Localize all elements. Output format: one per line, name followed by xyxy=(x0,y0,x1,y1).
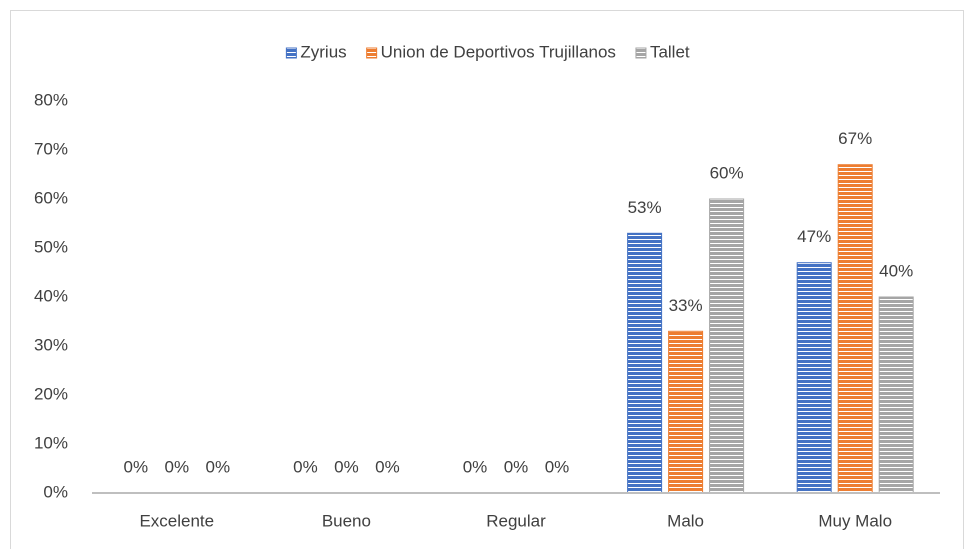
x-tick-label: Regular xyxy=(486,511,546,530)
bar xyxy=(627,232,663,494)
y-tick-label: 10% xyxy=(34,433,68,452)
data-label: 33% xyxy=(669,296,703,315)
y-tick-label: 30% xyxy=(34,335,68,354)
y-tick-label: 50% xyxy=(34,237,68,256)
data-label: 0% xyxy=(293,457,318,476)
data-label: 0% xyxy=(206,457,231,476)
legend-item: Zyrius xyxy=(285,42,347,61)
data-label: 0% xyxy=(124,457,149,476)
data-label: 0% xyxy=(463,457,488,476)
x-tick-label: Excelente xyxy=(139,511,214,530)
legend-swatch xyxy=(285,47,297,59)
x-tick-label: Muy Malo xyxy=(818,511,892,530)
legend-label: Tallet xyxy=(650,42,690,61)
legend-item: Union de Deportivos Trujillanos xyxy=(366,42,616,61)
data-label: 0% xyxy=(375,457,400,476)
data-label: 53% xyxy=(628,198,662,217)
x-tick-label: Bueno xyxy=(322,511,371,530)
data-label: 40% xyxy=(879,261,913,280)
bar xyxy=(878,296,914,494)
y-tick-label: 20% xyxy=(34,384,68,403)
legend-swatch xyxy=(366,47,378,59)
data-label: 0% xyxy=(165,457,190,476)
bar xyxy=(668,330,704,494)
legend-label: Zyrius xyxy=(300,42,346,61)
y-tick-label: 40% xyxy=(34,286,68,305)
legend-swatch xyxy=(635,47,647,59)
bar xyxy=(709,198,745,494)
x-tick-label: Malo xyxy=(667,511,704,530)
data-label: 0% xyxy=(334,457,359,476)
data-label: 0% xyxy=(545,457,570,476)
data-label: 60% xyxy=(710,163,744,182)
bar xyxy=(796,262,832,494)
data-label: 67% xyxy=(838,129,872,148)
legend-label: Union de Deportivos Trujillanos xyxy=(381,42,616,61)
y-tick-label: 80% xyxy=(34,90,68,109)
legend-item: Tallet xyxy=(635,42,690,61)
y-tick-label: 60% xyxy=(34,188,68,207)
data-label: 47% xyxy=(797,227,831,246)
bar xyxy=(837,164,873,494)
y-tick-label: 70% xyxy=(34,139,68,158)
y-tick-label: 0% xyxy=(43,482,68,501)
data-label: 0% xyxy=(504,457,529,476)
